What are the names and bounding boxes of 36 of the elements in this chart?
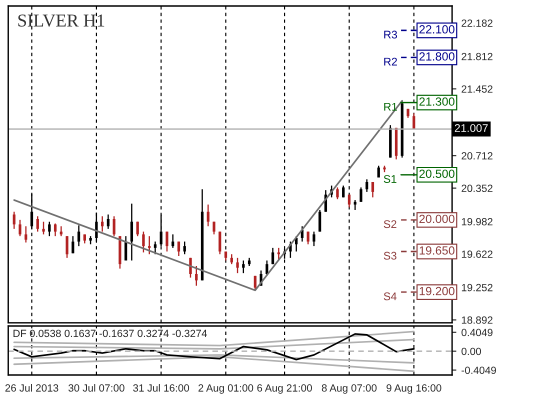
annotation: 22.100: [419, 25, 454, 34]
y-tick-label: 18.892: [462, 316, 492, 324]
ref-line-label: R3: [384, 30, 398, 39]
y-tick-label: 21.452: [462, 85, 492, 93]
ref-line-label: S3: [384, 252, 396, 260]
annotation: 19.650: [420, 246, 454, 255]
y-tick-label: 20.352: [462, 184, 492, 192]
chart-title: DF 0.0538 0.1637 -0.1637 0.3274 -0.3274: [14, 330, 207, 338]
chart-title: SILVER H1: [18, 14, 104, 27]
x-tick-label: 9 Aug 16:00: [386, 384, 442, 394]
x-tick-label: 8 Aug 07:00: [322, 384, 377, 394]
y-tick-label: 19.622: [462, 250, 492, 258]
annotation: 19.200: [420, 286, 454, 296]
y-tick-label: 21.812: [462, 52, 492, 60]
annotation: 20.500: [419, 170, 454, 178]
y-tick-label: 0.4049: [462, 328, 492, 336]
x-tick-label: 26 Jul 2013: [5, 384, 58, 392]
annotation: 21.007: [454, 124, 488, 132]
y-tick-label: -0.4049: [462, 366, 496, 374]
y-tick-label: 19.252: [462, 284, 492, 292]
y-tick-label: 19.982: [462, 218, 492, 226]
ref-line-label: S2: [384, 220, 396, 228]
annotation: 20.000: [419, 214, 454, 224]
x-tick-label: 2 Aug 01:00: [198, 384, 254, 394]
ref-line-label: R1: [384, 102, 397, 111]
y-tick-label: 22.182: [462, 19, 492, 27]
x-tick-label: 31 Jul 16:00: [133, 384, 190, 392]
annotation: 21.300: [419, 97, 454, 106]
x-tick-label: 6 Aug 21:00: [257, 384, 312, 394]
ref-line-label: S1: [384, 175, 396, 183]
ref-line-label: S4: [384, 292, 397, 300]
annotation: 21.800: [419, 52, 454, 61]
y-tick-label: 0.00: [462, 348, 481, 356]
x-tick-label: 30 Jul 07:00: [68, 384, 124, 392]
ref-line-label: R2: [384, 58, 397, 66]
y-tick-label: 20.712: [462, 152, 492, 160]
